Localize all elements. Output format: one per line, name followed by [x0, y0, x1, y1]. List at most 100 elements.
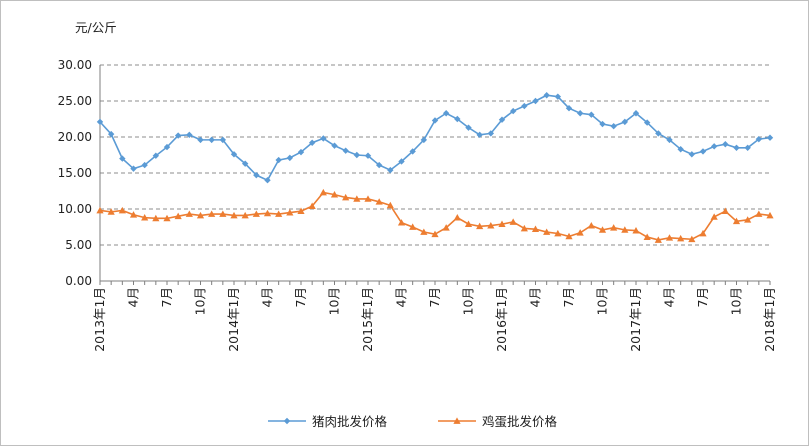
data-point — [420, 136, 428, 144]
x-tick-label: 4月 — [662, 287, 677, 307]
data-point — [699, 148, 707, 155]
data-point — [253, 171, 260, 179]
data-point — [197, 136, 204, 144]
y-tick-label: 30.00 — [58, 58, 92, 72]
x-tick-label: 2015年1月 — [360, 287, 375, 352]
data-point — [96, 118, 104, 126]
data-point — [677, 234, 685, 242]
y-tick-label: 0.00 — [65, 274, 92, 288]
data-point — [297, 148, 305, 156]
data-point — [643, 119, 651, 126]
data-point — [565, 105, 573, 112]
data-point — [185, 210, 193, 217]
data-point — [308, 139, 316, 146]
data-point — [283, 417, 291, 425]
data-point — [654, 236, 662, 243]
legend-label: 猪肉批发价格 — [312, 414, 388, 429]
data-point — [665, 234, 674, 241]
y-tick-label: 25.00 — [58, 94, 92, 108]
data-point — [152, 152, 160, 159]
x-tick-label: 7月 — [695, 287, 710, 307]
data-point — [610, 224, 618, 231]
data-point — [219, 210, 227, 217]
data-point — [621, 226, 629, 233]
x-tick-label: 2014年1月 — [226, 287, 241, 352]
data-point — [655, 130, 662, 137]
y-tick-label: 20.00 — [58, 130, 92, 144]
data-point — [476, 131, 483, 139]
data-point — [252, 210, 260, 217]
data-point — [375, 161, 383, 169]
data-point — [130, 165, 137, 172]
data-point — [342, 147, 349, 154]
x-tick-label: 4月 — [126, 287, 141, 307]
data-point — [275, 156, 282, 164]
data-point — [632, 227, 640, 234]
data-point — [353, 195, 361, 202]
data-point — [487, 130, 495, 137]
x-tick-label: 4月 — [260, 287, 275, 307]
legend-item: 鸡蛋批发价格 — [438, 414, 558, 429]
x-tick-label: 10月 — [595, 287, 610, 315]
data-point — [465, 124, 472, 131]
data-point — [196, 211, 205, 219]
data-point — [163, 143, 171, 151]
data-point — [744, 216, 752, 223]
data-point — [453, 214, 461, 221]
data-point — [297, 207, 305, 215]
data-point — [453, 417, 461, 424]
data-point — [521, 102, 528, 110]
data-point — [186, 131, 193, 139]
data-point — [397, 219, 406, 226]
data-point — [643, 233, 651, 240]
data-point — [107, 208, 115, 215]
x-tick-label: 2016年1月 — [494, 287, 509, 352]
data-point — [509, 218, 517, 225]
data-point — [431, 117, 439, 124]
data-point — [141, 214, 149, 221]
data-point — [364, 195, 372, 202]
data-point — [721, 207, 729, 215]
data-point — [387, 166, 394, 174]
data-point — [96, 206, 104, 214]
data-point — [722, 141, 729, 148]
x-tick-label: 2013年1月 — [92, 287, 107, 352]
data-point — [587, 221, 595, 229]
data-point — [599, 120, 606, 128]
data-point — [409, 223, 417, 230]
x-tick-label: 4月 — [394, 287, 409, 307]
x-tick-label: 2018年1月 — [762, 287, 777, 352]
data-point — [509, 107, 517, 115]
data-point — [230, 151, 238, 158]
x-tick-label: 2017年1月 — [628, 287, 643, 352]
data-point — [230, 211, 238, 219]
data-point — [498, 116, 506, 123]
x-tick-label: 10月 — [327, 287, 342, 315]
data-point — [532, 97, 539, 105]
data-point — [107, 130, 115, 138]
y-axis-tick-labels: 0.00 5.00 10.00 15.00 20.00 25.00 30.00 — [58, 58, 92, 288]
data-point — [699, 229, 707, 237]
data-point — [319, 188, 327, 196]
data-point — [766, 211, 774, 219]
data-point — [621, 118, 629, 126]
y-tick-label: 10.00 — [58, 202, 92, 216]
data-point — [219, 136, 227, 144]
series-pork — [96, 92, 774, 184]
data-point — [174, 212, 182, 220]
data-point — [420, 228, 428, 235]
x-tick-label: 7月 — [293, 287, 308, 307]
data-point — [286, 154, 294, 162]
data-point — [610, 123, 617, 130]
x-tick-label: 10月 — [729, 287, 744, 315]
data-point — [264, 177, 271, 184]
data-point — [755, 210, 763, 217]
data-point — [733, 144, 740, 151]
legend: 猪肉批发价格 鸡蛋批发价格 — [268, 414, 558, 429]
axes — [99, 65, 771, 285]
series-lines — [96, 92, 774, 243]
data-point — [744, 144, 751, 151]
data-point — [498, 220, 506, 227]
data-point — [464, 220, 473, 227]
data-point — [454, 115, 461, 123]
